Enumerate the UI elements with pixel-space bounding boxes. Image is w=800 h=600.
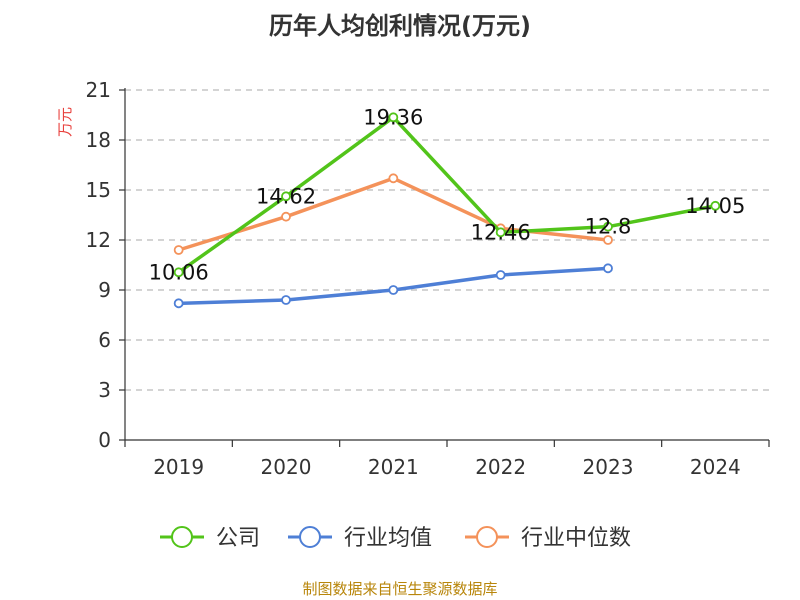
legend-label: 公司	[216, 526, 260, 551]
chart-title: 历年人均创利情况(万元)	[269, 12, 531, 40]
legend: 公司 行业均值 行业中位数	[160, 526, 631, 551]
data-point	[173, 245, 184, 255]
y-tick-label: 12	[86, 228, 111, 252]
data-labels: 10.06 14.62 19.36 12.46 12.8 14.05	[149, 105, 746, 284]
data-point	[495, 227, 506, 238]
y-tick-label: 6	[98, 328, 111, 352]
legend-marker	[299, 526, 321, 548]
data-point	[281, 211, 291, 222]
data-point	[710, 200, 721, 211]
data-point	[388, 112, 399, 123]
y-tick-label: 9	[98, 278, 111, 302]
data-point	[603, 235, 613, 245]
data-label: 14.05	[685, 194, 745, 218]
legend-marker	[171, 526, 193, 548]
y-tick-label: 0	[98, 428, 111, 452]
data-point	[281, 295, 291, 305]
axes: 0 3 6 9 12 15 18 21 2019 2020 2021 2022 2023 2024 万元	[56, 78, 770, 479]
x-tick-label: 2019	[153, 455, 204, 479]
data-label: 19.36	[363, 105, 423, 129]
data-label: 10.06	[149, 260, 209, 284]
x-tick-label: 2021	[368, 455, 419, 479]
data-point	[173, 298, 184, 309]
series-line	[177, 115, 716, 274]
legend-marker	[476, 526, 498, 548]
y-tick-label: 15	[86, 178, 111, 202]
x-tick-label: 2020	[261, 455, 312, 479]
y-tick-label: 21	[86, 78, 111, 102]
grid-lines	[125, 89, 769, 391]
x-tick-label: 2023	[583, 455, 634, 479]
y-tick-label: 3	[98, 378, 111, 402]
data-point	[388, 285, 399, 295]
legend-label: 行业中位数	[521, 526, 631, 551]
data-label: 12.8	[585, 215, 632, 239]
data-point	[603, 221, 613, 232]
x-tick-label: 2022	[475, 455, 526, 479]
y-tick-label: 18	[86, 128, 111, 152]
data-point	[281, 191, 291, 202]
data-point	[388, 173, 399, 184]
data-point	[495, 270, 506, 280]
x-tick-label: 2024	[690, 455, 741, 479]
data-point	[173, 267, 184, 278]
data-point	[603, 263, 613, 274]
y-axis-label: 万元	[56, 107, 74, 137]
series-line	[178, 176, 609, 252]
series-layer	[173, 112, 721, 309]
source-note: 制图数据来自恒生聚源数据库	[302, 580, 498, 598]
data-label: 12.46	[471, 220, 531, 244]
data-label: 14.62	[256, 184, 316, 208]
legend-label: 行业均值	[344, 526, 432, 551]
